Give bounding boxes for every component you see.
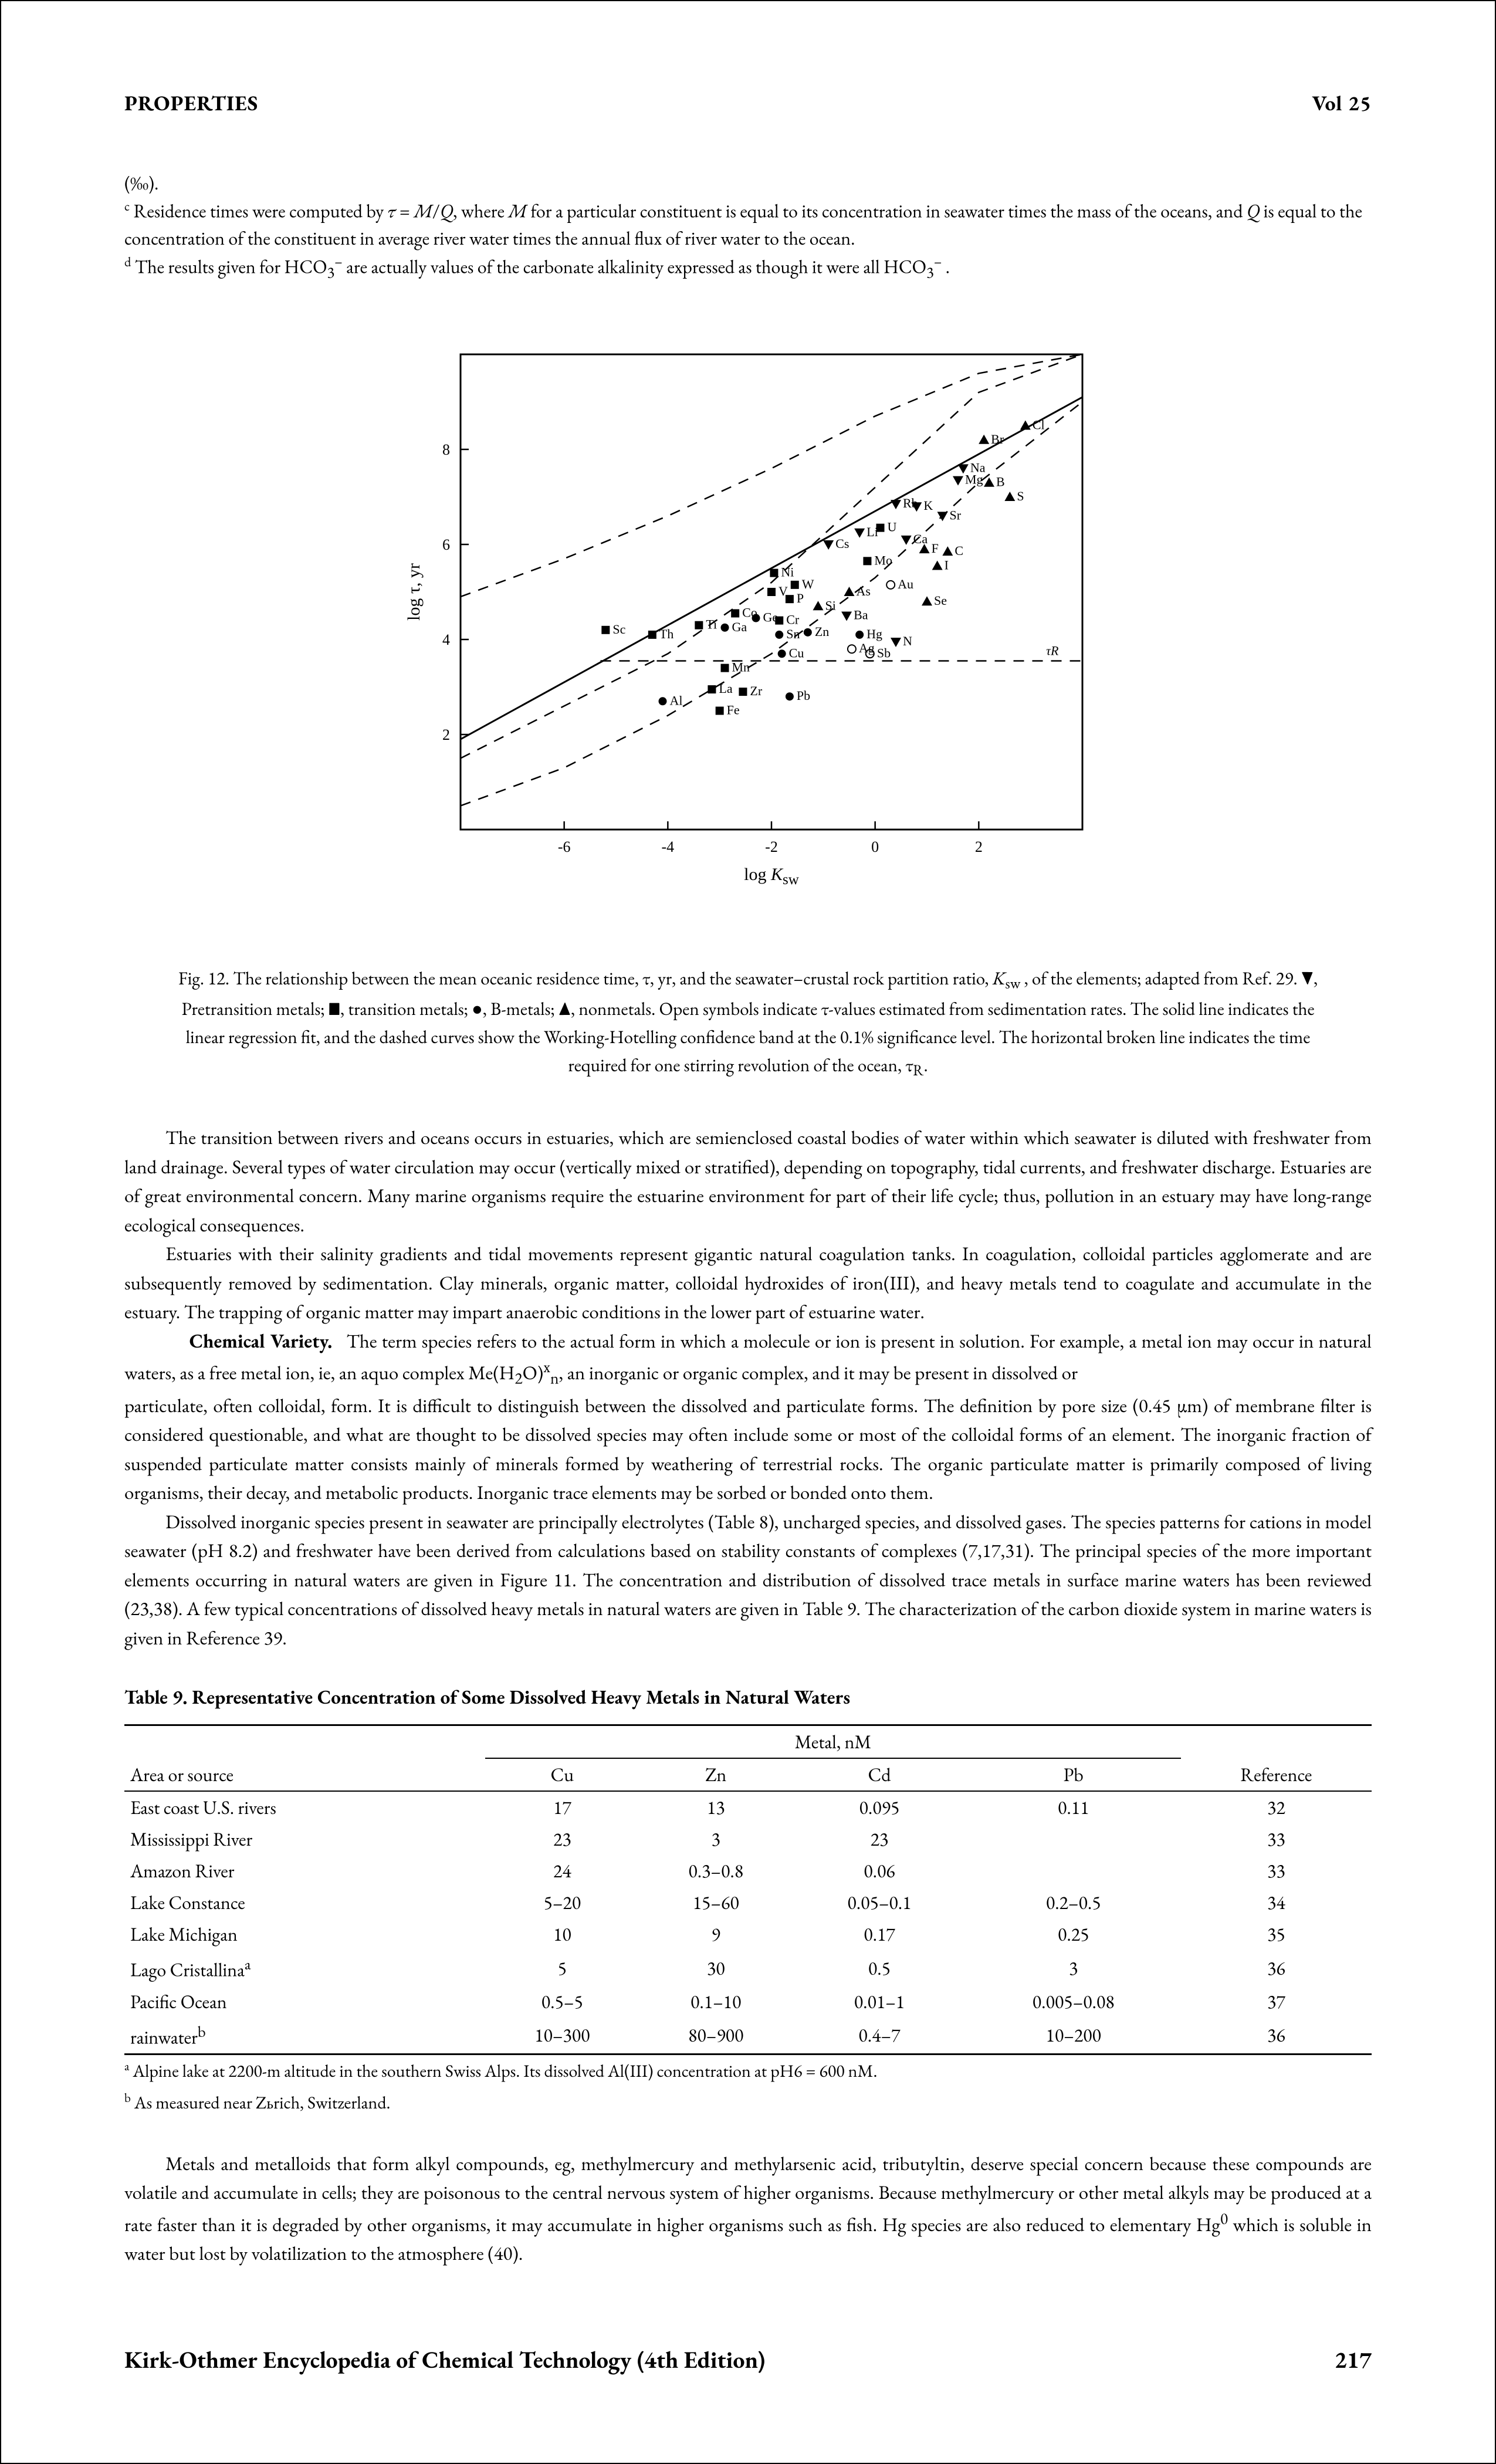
svg-text:2: 2 (442, 726, 450, 743)
svg-text:6: 6 (442, 536, 450, 553)
body-paragraph-2: Estuaries with their salinity gradients … (124, 1239, 1372, 1326)
svg-text:Th: Th (659, 626, 673, 641)
svg-text:Hg: Hg (867, 626, 882, 641)
footer-left: Kirk-Othmer Encyclopedia of Chemical Tec… (124, 2344, 765, 2375)
svg-text:Zr: Zr (750, 683, 762, 698)
svg-text:Ag: Ag (859, 641, 875, 655)
svg-text:Li: Li (867, 524, 878, 539)
svg-text:Si: Si (825, 598, 836, 612)
svg-text:N: N (903, 634, 912, 648)
svg-text:Sr: Sr (950, 507, 962, 522)
run-in-heading-chemical-variety: Chemical Variety. (189, 1328, 333, 1353)
svg-text:Ca: Ca (913, 531, 928, 546)
svg-text:K: K (923, 498, 933, 513)
svg-text:-2: -2 (765, 838, 778, 855)
body2-paragraph-1: Metals and metalloids that form alkyl co… (124, 2149, 1372, 2268)
body-paragraph-4: particulate, often colloidal, form. It i… (124, 1391, 1372, 1507)
svg-text:4: 4 (442, 631, 450, 648)
footnote-permille: (‰). (124, 170, 1372, 197)
svg-text:Fe: Fe (727, 702, 740, 717)
svg-text:Ti: Ti (706, 617, 717, 631)
header-left: PROPERTIES (124, 89, 258, 117)
svg-text:2: 2 (975, 838, 983, 855)
body-paragraph-1: The transition between rivers and oceans… (124, 1123, 1372, 1239)
body-paragraph-5: Dissolved inorganic species present in s… (124, 1507, 1372, 1653)
svg-text:-6: -6 (558, 838, 571, 855)
svg-text:Mg: Mg (965, 472, 983, 486)
svg-text:Ba: Ba (854, 607, 868, 622)
table-9-footnotes: a Alpine lake at 2200-m altitude in the … (124, 2057, 1372, 2117)
table-9-footnote-a: a Alpine lake at 2200-m altitude in the … (124, 2057, 1372, 2085)
svg-text:Sc: Sc (612, 621, 625, 636)
page-header: PROPERTIES Vol 25 (124, 89, 1372, 117)
table-9-footnote-b: b As measured near Zьrich, Switzerland. (124, 2089, 1372, 2117)
svg-text:Br: Br (991, 431, 1004, 446)
svg-text:Mn: Mn (732, 659, 750, 674)
svg-text:C: C (955, 543, 963, 558)
svg-text:La: La (719, 681, 732, 696)
svg-text:τR: τR (1046, 643, 1059, 658)
table-9: Metal, nMArea or sourceCuZnCdPbReference… (124, 1724, 1372, 2055)
svg-text:W: W (802, 576, 814, 591)
figure-12-caption: Fig. 12. The relationship between the me… (171, 964, 1325, 1082)
svg-text:Ni: Ni (781, 564, 794, 579)
svg-text:Sn: Sn (786, 626, 800, 641)
figure-12: -6-4-2022468log Kswlog τ, yrτRClBrNaMgBS… (367, 319, 1129, 947)
svg-text:Mo: Mo (874, 553, 892, 567)
footnote-d: d The results given for HCO3− are actual… (124, 252, 1372, 284)
svg-text:P: P (797, 591, 804, 605)
page-footer: Kirk-Othmer Encyclopedia of Chemical Tec… (124, 2344, 1372, 2375)
svg-text:Al: Al (670, 693, 683, 708)
svg-text:Ga: Ga (732, 619, 747, 634)
svg-text:0: 0 (871, 838, 879, 855)
svg-text:Au: Au (898, 576, 913, 591)
figure-12-container: -6-4-2022468log Kswlog τ, yrτRClBrNaMgBS… (124, 319, 1372, 947)
body-paragraph-3: Chemical Variety. The term species refer… (124, 1326, 1372, 1391)
svg-text:Pb: Pb (797, 688, 810, 703)
table-9-title: Table 9. Representative Concentration of… (124, 1684, 1372, 1710)
svg-text:-4: -4 (661, 838, 674, 855)
svg-text:I: I (945, 557, 949, 572)
footer-right: 217 (1335, 2344, 1372, 2375)
prior-table-footnotes: (‰). c Residence times were computed by … (124, 170, 1372, 284)
svg-text:Cs: Cs (835, 536, 849, 551)
svg-text:As: As (857, 584, 871, 598)
svg-text:Cr: Cr (786, 612, 800, 627)
svg-text:8: 8 (442, 441, 450, 458)
svg-text:Cu: Cu (789, 645, 804, 660)
header-right: Vol 25 (1312, 89, 1372, 117)
svg-text:B: B (996, 474, 1005, 489)
svg-text:Cl: Cl (1033, 417, 1045, 432)
svg-text:F: F (932, 541, 939, 556)
svg-text:S: S (1017, 489, 1024, 503)
svg-text:U: U (888, 519, 897, 534)
footnote-c: c Residence times were computed by τ = M… (124, 197, 1372, 252)
svg-text:Zn: Zn (815, 624, 829, 638)
svg-text:Sb: Sb (877, 645, 891, 660)
svg-text:Se: Se (934, 593, 947, 608)
svg-text:log τ, yr: log τ, yr (404, 563, 424, 621)
